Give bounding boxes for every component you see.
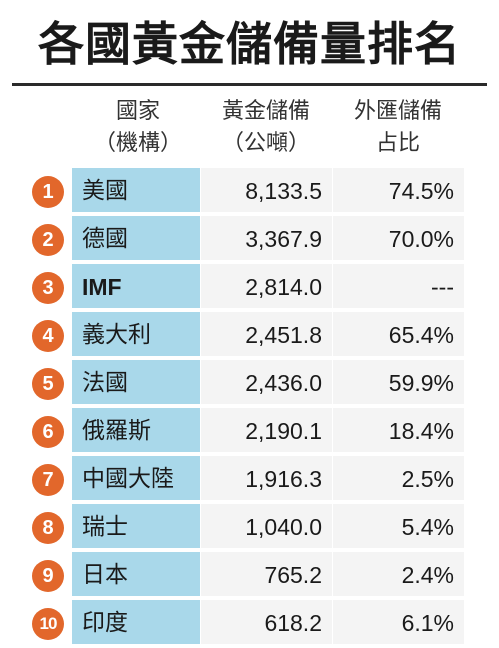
fx-share-cell: 2.4%: [333, 552, 464, 598]
fx-share-cell: 59.9%: [333, 360, 464, 406]
table-row: 5 法國 2,436.0 59.9%: [0, 360, 499, 408]
table-row: 3 IMF 2,814.0 ---: [0, 264, 499, 312]
rank-badge: 3: [32, 272, 64, 304]
gold-reserve-cell: 2,451.8: [201, 312, 332, 358]
title-divider: [12, 83, 487, 86]
gold-reserve-cell: 765.2: [201, 552, 332, 598]
column-header-gold: 黃金儲備 （公噸）: [200, 96, 332, 160]
fx-share-cell: 65.4%: [333, 312, 464, 358]
country-name-cell: 瑞士: [72, 504, 200, 550]
column-header-country: 國家 （機構）: [76, 96, 200, 160]
country-name-cell: 美國: [72, 168, 200, 214]
column-header-share-line2: 占比: [375, 131, 420, 156]
column-header-country-line2: （機構）: [93, 131, 182, 156]
gold-reserve-cell: 3,367.9: [201, 216, 332, 262]
rank-badge: 7: [32, 464, 64, 496]
ranking-table: 1 美國 8,133.5 74.5% 2 德國 3,367.9 70.0% 3 IMF 2,814.…: [0, 168, 499, 648]
country-name-cell: 中國大陸: [72, 456, 200, 502]
country-name-cell: 法國: [72, 360, 200, 406]
fx-share-cell: 5.4%: [333, 504, 464, 550]
rank-badge: 1: [32, 176, 64, 208]
rank-badge: 9: [32, 560, 64, 592]
gold-reserve-cell: 1,916.3: [201, 456, 332, 502]
column-header-gold-line2: （公噸）: [221, 131, 310, 156]
column-header-country-line1: 國家: [115, 99, 160, 124]
column-header-share-line1: 外匯儲備: [353, 99, 442, 124]
gold-reserve-cell: 1,040.0: [201, 504, 332, 550]
gold-reserve-cell: 2,190.1: [201, 408, 332, 454]
fx-share-cell: 70.0%: [333, 216, 464, 262]
country-name-cell: IMF: [72, 264, 200, 310]
country-name-cell: 印度: [72, 600, 200, 646]
column-header-share: 外匯儲備 占比: [332, 96, 464, 160]
table-row: 4 義大利 2,451.8 65.4%: [0, 312, 499, 360]
gold-reserve-cell: 2,436.0: [201, 360, 332, 406]
country-name-cell: 義大利: [72, 312, 200, 358]
country-name-cell: 德國: [72, 216, 200, 262]
rank-badge: 8: [32, 512, 64, 544]
fx-share-cell: 74.5%: [333, 168, 464, 214]
fx-share-cell: 18.4%: [333, 408, 464, 454]
table-row: 9 日本 765.2 2.4%: [0, 552, 499, 600]
fx-share-cell: 2.5%: [333, 456, 464, 502]
table-row: 1 美國 8,133.5 74.5%: [0, 168, 499, 216]
gold-reserve-cell: 618.2: [201, 600, 332, 646]
gold-reserve-cell: 2,814.0: [201, 264, 332, 310]
rank-badge: 10: [32, 608, 64, 640]
rank-badge: 4: [32, 320, 64, 352]
page-title: 各國黃金儲備量排名: [38, 17, 461, 71]
table-row: 8 瑞士 1,040.0 5.4%: [0, 504, 499, 552]
rank-badge: 5: [32, 368, 64, 400]
table-row: 6 俄羅斯 2,190.1 18.4%: [0, 408, 499, 456]
rank-badge: 2: [32, 224, 64, 256]
table-row: 10 印度 618.2 6.1%: [0, 600, 499, 648]
rank-badge: 6: [32, 416, 64, 448]
column-header-gold-line1: 黃金儲備: [221, 99, 310, 124]
country-name-cell: 俄羅斯: [72, 408, 200, 454]
gold-reserve-cell: 8,133.5: [201, 168, 332, 214]
country-name-cell: 日本: [72, 552, 200, 598]
table-row: 7 中國大陸 1,916.3 2.5%: [0, 456, 499, 504]
fx-share-cell: 6.1%: [333, 600, 464, 646]
fx-share-cell: ---: [333, 264, 464, 310]
table-row: 2 德國 3,367.9 70.0%: [0, 216, 499, 264]
